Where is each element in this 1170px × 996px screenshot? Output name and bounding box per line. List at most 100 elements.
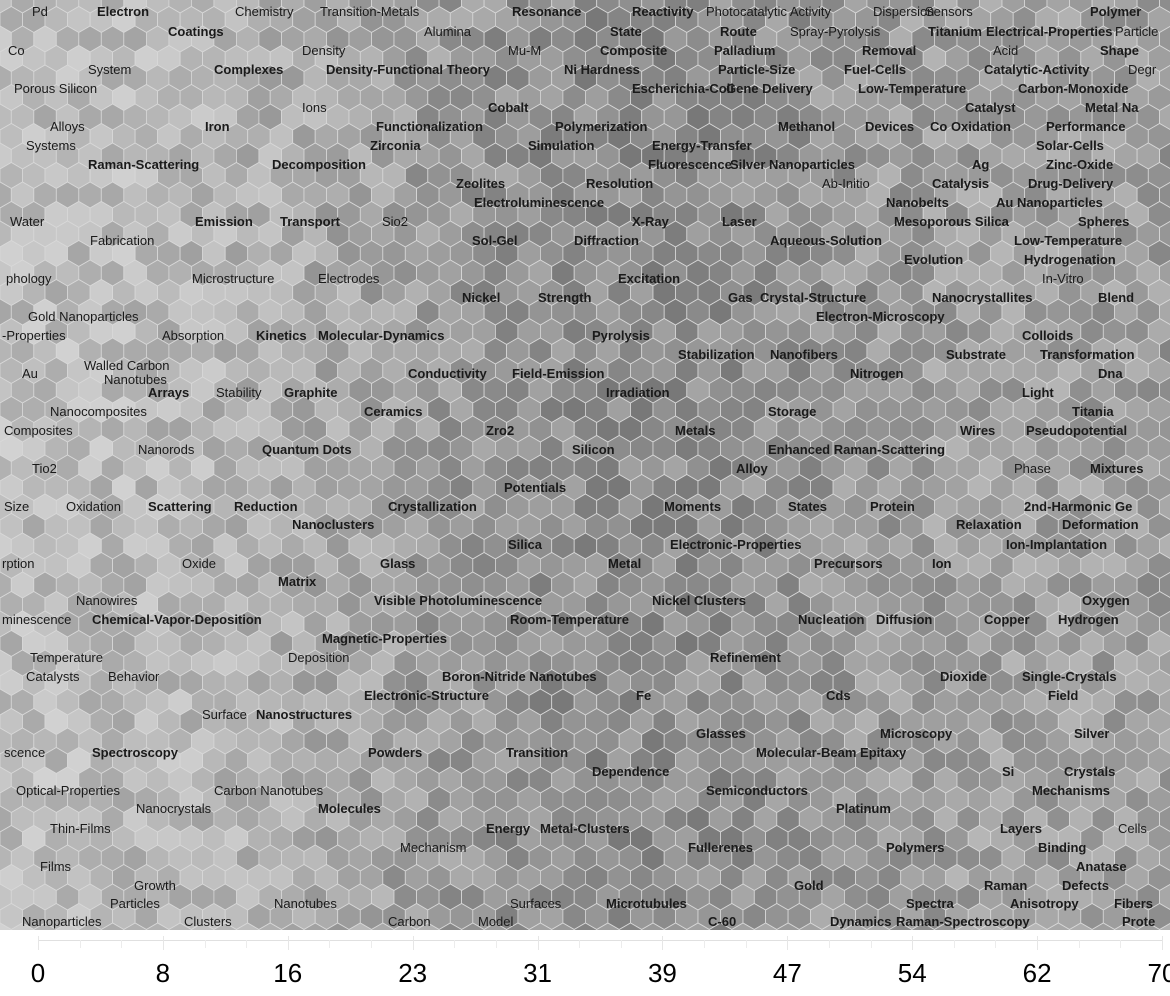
term-label: Chemistry [235, 4, 294, 19]
term-label: Single-Crystals [1022, 669, 1117, 684]
term-label: Fluorescence [648, 157, 732, 172]
minor-tick [454, 940, 456, 948]
major-tick [412, 936, 414, 950]
term-labels: Pd Electron Chemistry Transition-Metals Reso… [2, 4, 1158, 929]
minor-tick [495, 940, 497, 948]
term-label: Resonance [512, 4, 582, 19]
term-label: Transport [280, 214, 340, 229]
term-label: Reactivity [632, 4, 694, 19]
term-label: Alloy [736, 461, 768, 476]
term-label: Pyrolysis [592, 328, 650, 343]
term-label: Nanocrystals [136, 801, 212, 816]
major-tick [662, 936, 664, 950]
term-label: Blend [1098, 290, 1135, 305]
term-label: Systems [26, 138, 76, 153]
tick-label: 54 [897, 958, 927, 988]
minor-tick [1120, 940, 1122, 948]
term-label: X-Ray [632, 214, 669, 229]
term-label: Carbon [388, 914, 431, 929]
term-label: Mechanism [400, 840, 467, 855]
term-label: Ion-Implantation [1006, 537, 1108, 552]
term-label: Deposition [288, 650, 350, 665]
term-label: phology [6, 271, 52, 286]
minor-tick [246, 940, 248, 948]
term-label: Emission [195, 214, 253, 229]
hexagon-grid [0, 0, 1170, 930]
term-label: Sol-Gel [472, 233, 518, 248]
term-label: Light [1022, 385, 1054, 400]
term-label: Ion [932, 556, 952, 571]
term-label: In-Vitro [1042, 271, 1084, 286]
term-label: Raman-Spectroscopy [896, 914, 1030, 929]
term-label: Nanoparticles [22, 914, 102, 929]
term-label: minescence [2, 612, 72, 627]
term-label: Evolution [904, 252, 964, 267]
minor-tick [579, 940, 581, 948]
term-label: Titania [1072, 404, 1114, 419]
term-label: Optical-Properties [16, 783, 121, 798]
term-label: Metals [675, 423, 716, 438]
term-label: Acid [993, 43, 1019, 58]
term-label: 2nd-Harmonic Ge [1024, 499, 1133, 514]
minor-tick [870, 940, 872, 948]
term-label: Powders [368, 745, 423, 760]
term-label: State [610, 24, 642, 39]
term-label: System [88, 62, 132, 77]
term-label: Metal Na [1085, 100, 1139, 115]
term-label: Diffraction [574, 233, 639, 248]
term-label: Raman-Scattering [88, 157, 200, 172]
term-label: Electroluminescence [474, 195, 605, 210]
term-label: Titanium [928, 24, 982, 39]
minor-tick [204, 940, 206, 948]
term-label: Spray-Pyrolysis [790, 24, 881, 39]
term-label: Zro2 [486, 423, 515, 438]
term-label: Dependence [592, 764, 670, 779]
term-label: Semiconductors [706, 783, 808, 798]
term-label: States [788, 499, 828, 514]
term-label: Conductivity [408, 366, 487, 381]
minor-tick [371, 940, 373, 948]
term-label: Dynamics [830, 914, 892, 929]
term-label: C-60 [708, 914, 737, 929]
term-label: Binding [1038, 840, 1087, 855]
term-label: Low-Temperature [1014, 233, 1123, 248]
term-label: Electron-Microscopy [816, 309, 945, 324]
term-label: Alumina [424, 24, 471, 39]
term-label: Fe [636, 688, 652, 703]
term-label: Zirconia [370, 138, 421, 153]
term-label: Arrays [148, 385, 190, 400]
term-label: Relaxation [956, 517, 1022, 532]
term-label: Absorption [162, 328, 225, 343]
term-label: Behavior [108, 669, 160, 684]
major-tick [38, 936, 39, 950]
term-label: Electronic-Properties [670, 537, 802, 552]
term-label: Model [478, 914, 514, 929]
term-label: Hydrogenation [1024, 252, 1116, 267]
term-label: Alloys [50, 119, 85, 134]
term-label: Refinement [710, 650, 781, 665]
term-label: Porous Silicon [14, 81, 98, 96]
term-label: Silica [508, 537, 542, 552]
term-label: Performance [1046, 119, 1126, 134]
term-label: Surface [202, 707, 247, 722]
term-label: Polymers [886, 840, 945, 855]
term-label: Ab-Initio [822, 176, 870, 191]
major-tick [537, 936, 539, 950]
term-label: Devices [865, 119, 915, 134]
term-label: Coatings [168, 24, 224, 39]
term-label: Wires [960, 423, 996, 438]
term-label: Protein [870, 499, 915, 514]
tick-label: 62 [1022, 958, 1052, 988]
term-label: Catalysts [26, 669, 80, 684]
term-label: Dioxide [940, 669, 987, 684]
term-label: Carbon Nanotubes [214, 783, 324, 798]
term-label: Matrix [278, 574, 317, 589]
term-label: Gold [794, 878, 824, 893]
term-label: Excitation [618, 271, 681, 286]
term-label: Molecular-Dynamics [318, 328, 445, 343]
term-label: Co [8, 43, 25, 58]
major-tick [287, 936, 289, 950]
term-label: Precursors [814, 556, 883, 571]
term-label: Crystals [1064, 764, 1116, 779]
term-label: Storage [768, 404, 817, 419]
